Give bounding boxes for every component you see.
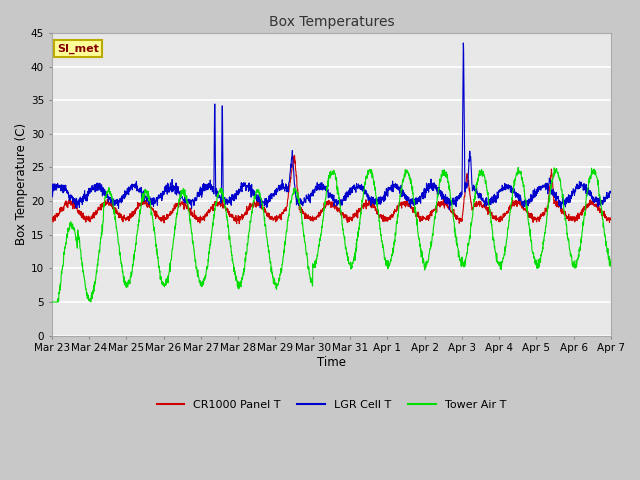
X-axis label: Time: Time <box>317 356 346 369</box>
Title: Box Temperatures: Box Temperatures <box>269 15 394 29</box>
Legend: CR1000 Panel T, LGR Cell T, Tower Air T: CR1000 Panel T, LGR Cell T, Tower Air T <box>152 396 511 415</box>
Y-axis label: Box Temperature (C): Box Temperature (C) <box>15 123 28 245</box>
Text: SI_met: SI_met <box>57 44 99 54</box>
